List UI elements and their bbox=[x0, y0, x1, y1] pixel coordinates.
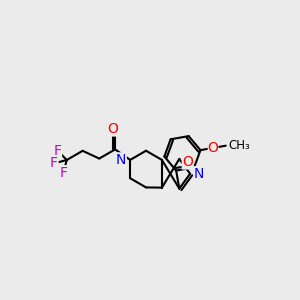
Text: CH₃: CH₃ bbox=[229, 139, 250, 152]
Text: N: N bbox=[194, 167, 204, 181]
Text: O: O bbox=[182, 155, 193, 169]
Text: O: O bbox=[108, 122, 118, 136]
Text: O: O bbox=[208, 141, 218, 155]
Text: F: F bbox=[53, 144, 62, 158]
Text: N: N bbox=[116, 153, 126, 167]
Text: F: F bbox=[50, 156, 58, 170]
Text: F: F bbox=[59, 166, 68, 180]
